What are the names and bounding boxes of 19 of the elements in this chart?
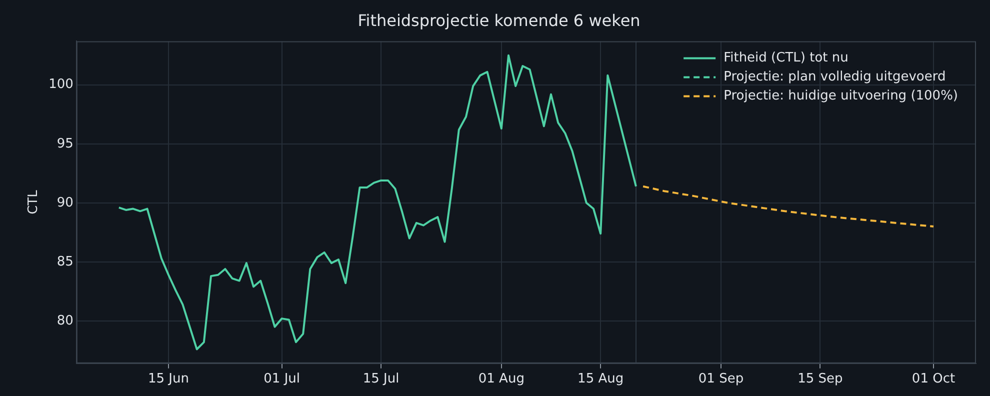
y-tick-label: 90	[56, 195, 74, 210]
x-tick-label: 01 Sep	[698, 372, 744, 387]
x-tick-label: 01 Aug	[478, 372, 524, 387]
x-tick-label: 15 Jul	[362, 372, 400, 387]
y-tick-label: 80	[56, 313, 74, 328]
x-tick-label: 01 Jul	[264, 372, 300, 387]
x-tick-label: 01 Oct	[912, 372, 956, 387]
x-tick-label: 15 Sep	[798, 372, 843, 387]
legend-label: Projectie: huidige uitvoering (100%)	[724, 88, 958, 104]
legend-label: Fitheid (CTL) tot nu	[724, 50, 848, 66]
y-tick-label: 85	[56, 254, 74, 270]
x-tick-label: 15 Jun	[148, 372, 189, 387]
chart-title: Fitheidsprojectie komende 6 weken	[358, 10, 640, 30]
y-axis-title: CTL	[26, 189, 42, 214]
x-tick-label: 15 Aug	[578, 372, 624, 387]
line-series	[642, 185, 934, 228]
legend-label: Projectie: plan volledig uitgevoerd	[724, 70, 946, 85]
y-tick-label: 95	[56, 136, 74, 152]
y-tick-label: 100	[48, 77, 74, 92]
